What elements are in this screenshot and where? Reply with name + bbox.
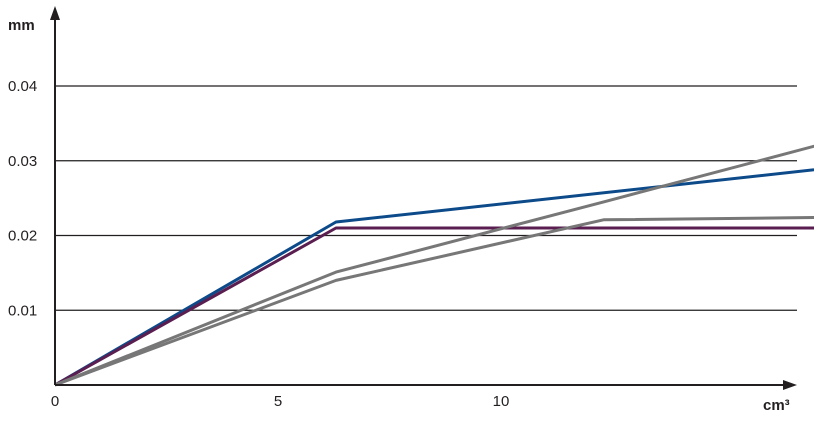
- x-axis-arrow-icon: [783, 380, 797, 390]
- series-line-2: [54, 226, 814, 387]
- y-axis-arrow-icon: [50, 6, 60, 20]
- series-line-3: [54, 144, 814, 387]
- tick-labels: 0.010.020.030.04051020: [8, 78, 510, 410]
- x-tick-label: 10: [493, 393, 510, 410]
- series-lines: [54, 144, 814, 387]
- y-tick-label: 0.01: [8, 302, 37, 319]
- y-tick-label: 0.03: [8, 153, 37, 170]
- y-tick-label: 0.04: [8, 78, 37, 95]
- x-tick-label: 5: [274, 393, 282, 410]
- y-tick-label: 0.02: [8, 228, 37, 245]
- x-axis-unit-label: cm³: [763, 397, 790, 414]
- y-axis-unit-label: mm: [8, 17, 35, 34]
- series-line-1: [54, 168, 814, 387]
- series-line-4: [54, 216, 814, 387]
- x-tick-label: 0: [51, 393, 59, 410]
- gridlines: [55, 85, 797, 311]
- axes: [50, 6, 797, 390]
